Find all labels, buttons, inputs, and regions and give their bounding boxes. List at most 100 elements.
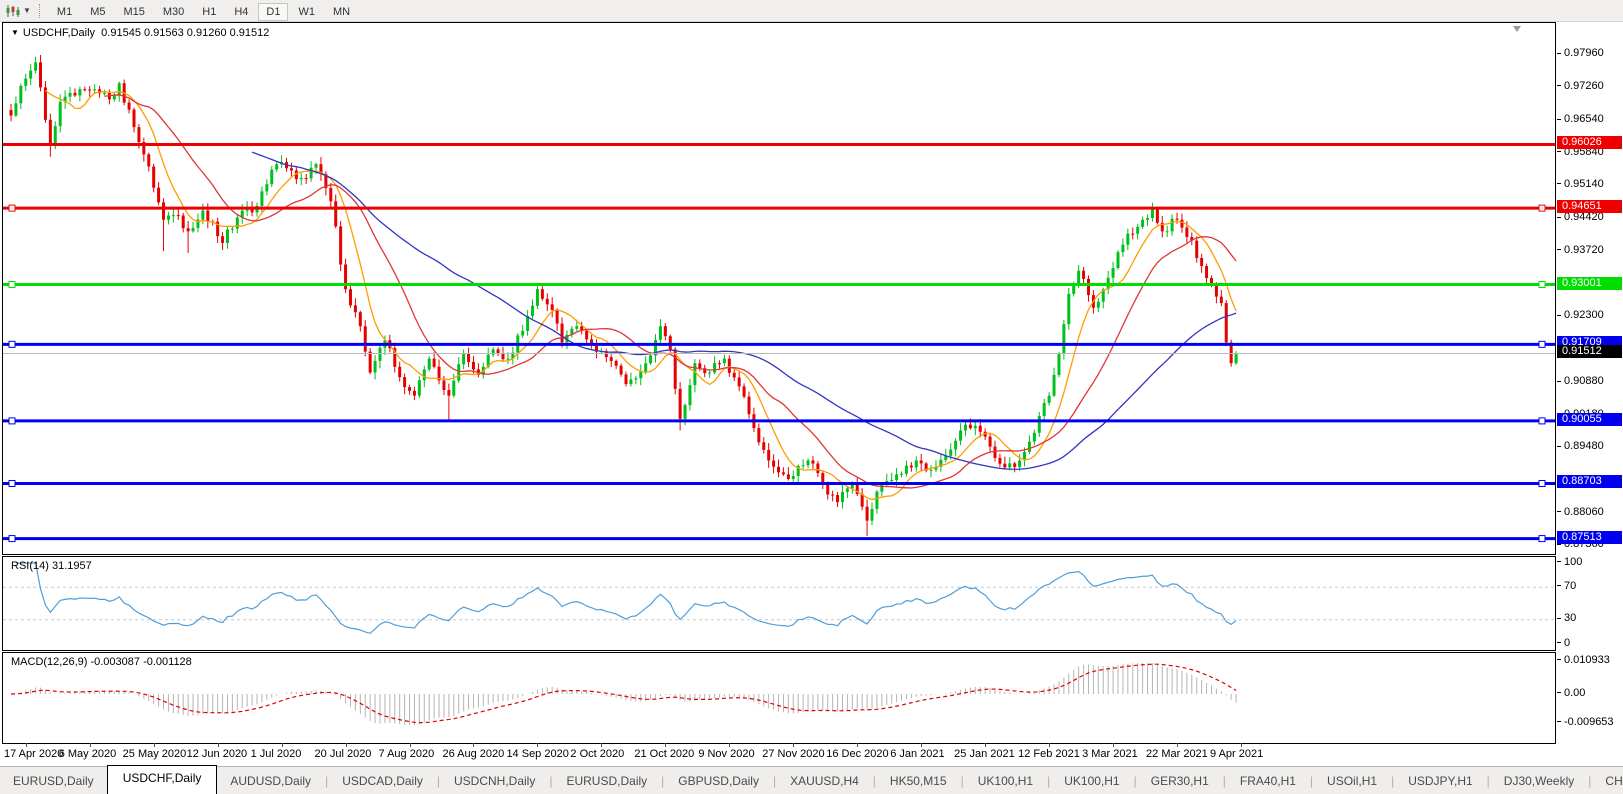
tab-separator: |: [436, 774, 440, 788]
time-axis-tick: [665, 743, 667, 747]
tab-item-china300-h1[interactable]: CHINA300,H1: [1605, 774, 1623, 788]
tab-separator: |: [1047, 774, 1051, 788]
tab-item-audusd-daily[interactable]: AUDUSD,Daily: [230, 774, 312, 788]
price-chart-panel[interactable]: ▼ USDCHF,Daily 0.91545 0.91563 0.91260 0.…: [2, 22, 1556, 555]
time-axis-tick: [601, 743, 603, 747]
date-label: 9 Apr 2021: [1210, 748, 1264, 760]
tab-item-uk100-h1[interactable]: UK100,H1: [1064, 774, 1120, 788]
time-axis-tick: [345, 743, 347, 747]
price-line-badge: 0.96026: [1557, 136, 1622, 150]
time-axis-tick: [729, 743, 731, 747]
tab-item-gbpusd-daily[interactable]: GBPUSD,Daily: [678, 774, 759, 788]
timeframe-button-h1[interactable]: H1: [202, 5, 217, 18]
date-label: 14 Sep 2020: [506, 748, 569, 760]
tab-item-usdjpy-h1[interactable]: USDJPY,H1: [1408, 774, 1473, 788]
tab-item-usoil-h1[interactable]: USOil,H1: [1327, 774, 1378, 788]
tab-separator: |: [549, 774, 553, 788]
price-line-badge: 0.87513: [1557, 530, 1622, 544]
timeframe-button-m1[interactable]: M1: [56, 5, 73, 18]
price-line-badge: 0.90055: [1557, 412, 1622, 426]
date-label: 21 Oct 2020: [634, 748, 695, 760]
date-label: 12 Feb 2021: [1018, 748, 1080, 760]
rsi-tick: 0: [1557, 636, 1570, 649]
tab-separator: |: [661, 774, 665, 788]
tab-separator: |: [325, 774, 329, 788]
date-label: 22 Mar 2021: [1146, 748, 1208, 760]
timeframe-button-h4[interactable]: H4: [234, 5, 249, 18]
time-axis-tick: [793, 743, 795, 747]
chart-type-icon[interactable]: [5, 4, 21, 18]
time-axis-tick: [537, 743, 539, 747]
macd-tick: 0.010933: [1557, 653, 1610, 666]
toolbar-grip[interactable]: [38, 3, 40, 18]
tab-separator: |: [1133, 774, 1137, 788]
tab-item-fra40-h1[interactable]: FRA40,H1: [1239, 774, 1296, 788]
date-label: 16 Dec 2020: [826, 748, 889, 760]
macd-tick: 0.00: [1557, 686, 1585, 699]
time-axis-tick: [985, 743, 987, 747]
timeframe-button-w1[interactable]: W1: [298, 5, 315, 18]
tab-separator: |: [1309, 774, 1314, 788]
tab-item-hk50-m15[interactable]: HK50,M15: [889, 774, 947, 788]
tab-separator: |: [1391, 774, 1395, 788]
date-label: 9 Nov 2020: [698, 748, 755, 760]
time-axis-tick: [1049, 743, 1051, 747]
tab-item-eurusd-daily[interactable]: EURUSD,Daily: [566, 774, 648, 788]
time-axis: 17 Apr 2020 6 May 2020 25 May 2020 12 Jun 2…: [2, 743, 1554, 765]
time-axis-tick: [281, 743, 283, 747]
date-label: 1 Jul 2020: [250, 748, 302, 760]
chart-tab-bar: EURUSD,Daily USDCHF,Daily AUDUSD,Daily | USD…: [0, 765, 1623, 794]
tab-separator: |: [872, 774, 876, 788]
date-label: 20 Jul 2020: [314, 748, 372, 760]
date-label: 6 Jan 2021: [890, 748, 945, 760]
time-axis-tick: [25, 743, 27, 747]
timeframe-button-d1[interactable]: D1: [258, 2, 289, 21]
tab-item-uk100-h1[interactable]: UK100,H1: [977, 774, 1034, 788]
chart-ohlc-values: 0.91545 0.91563 0.91260 0.91512: [101, 27, 270, 39]
rsi-canvas[interactable]: [3, 557, 1555, 650]
time-axis-tick: [857, 743, 859, 747]
timeframe-button-m15[interactable]: M15: [123, 5, 145, 18]
macd-panel[interactable]: MACD(12,26,9) -0.003087 -0.001128: [2, 652, 1556, 744]
timeframe-button-m5[interactable]: M5: [90, 5, 106, 18]
time-axis-tick: [153, 743, 155, 747]
time-axis-tick: [89, 743, 91, 747]
tab-item-dj30-weekly[interactable]: DJ30,Weekly: [1503, 774, 1575, 788]
price-tick: 0.92300: [1557, 309, 1604, 322]
price-line-badge: 0.93001: [1557, 276, 1622, 290]
timeframe-button-m30[interactable]: M30: [162, 5, 185, 18]
time-axis-tick: [409, 743, 411, 747]
tab-item-usdcnh-daily[interactable]: USDCNH,Daily: [454, 774, 536, 788]
rsi-tick: 70: [1557, 579, 1576, 592]
tab-item-xauusd-h4[interactable]: XAUUSD,H4: [790, 774, 859, 788]
timeframe-button-mn[interactable]: MN: [332, 5, 351, 18]
date-label: 3 Mar 2021: [1082, 748, 1138, 760]
rsi-tick: 30: [1557, 612, 1576, 625]
price-line-badge: 0.88703: [1557, 475, 1622, 489]
chart-type-caret-icon[interactable]: ▼: [23, 6, 31, 15]
macd-canvas[interactable]: [3, 653, 1555, 743]
tab-item-eurusd-daily[interactable]: EURUSD,Daily: [13, 774, 94, 788]
tab-item-usdchf-daily[interactable]: USDCHF,Daily: [106, 765, 218, 794]
tab-separator: |: [1486, 774, 1490, 788]
price-tick: 0.97960: [1557, 47, 1604, 60]
time-axis-tick: [1177, 743, 1179, 747]
date-label: 26 Aug 2020: [442, 748, 505, 760]
date-label: 25 May 2020: [122, 748, 187, 760]
tab-item-ger30-h1[interactable]: GER30,H1: [1150, 774, 1209, 788]
rsi-label: RSI(14) 31.1957: [11, 560, 92, 572]
chart-symbol-label: USDCHF,Daily: [22, 27, 96, 39]
date-label: 7 Aug 2020: [378, 748, 435, 760]
tab-item-usdcad-daily[interactable]: USDCAD,Daily: [342, 774, 423, 788]
tab-separator: |: [960, 774, 964, 788]
price-chart-canvas[interactable]: [3, 23, 1555, 554]
rsi-tick: 100: [1557, 555, 1582, 568]
date-label: 6 May 2020: [58, 748, 117, 760]
ohlc-toggle-caret-icon[interactable]: ▼: [11, 28, 19, 37]
rsi-panel[interactable]: RSI(14) 31.1957: [2, 556, 1556, 651]
macd-tick: -0.009653: [1557, 715, 1614, 728]
chart-shift-marker-icon: [1513, 26, 1521, 32]
time-axis-tick: [1113, 743, 1115, 747]
chart-title: ▼ USDCHF,Daily 0.91545 0.91563 0.91260 0.…: [11, 27, 269, 39]
